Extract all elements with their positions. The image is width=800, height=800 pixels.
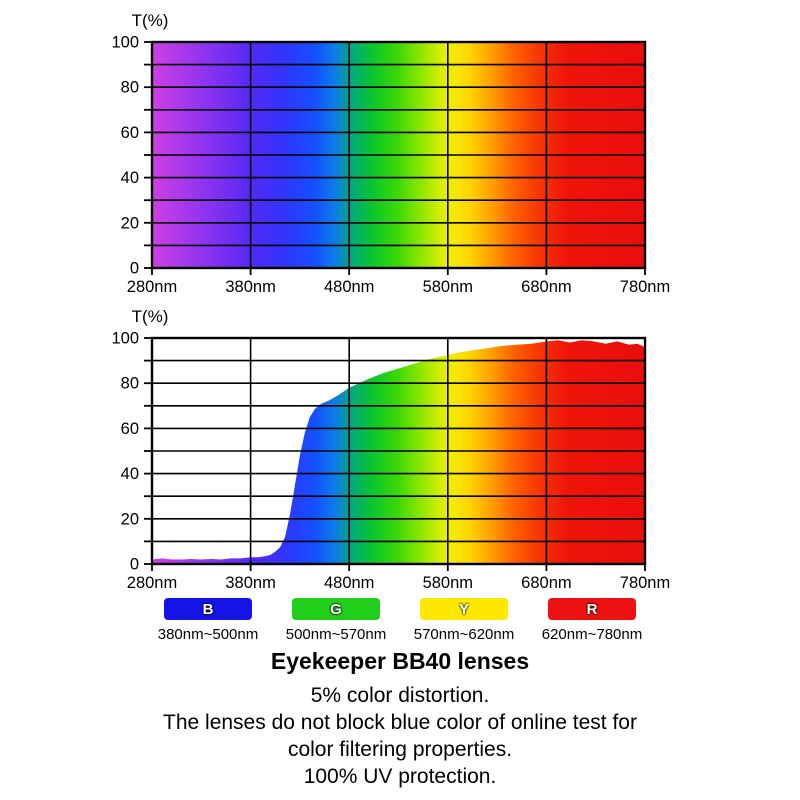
y-tick-label: 20 [121,214,139,232]
product-description: 5% color distortion. The lenses do not b… [0,682,800,790]
x-tick-label: 680nm [521,278,571,296]
x-tick-label: 480nm [324,574,374,592]
x-tick-label: 480nm [324,278,374,296]
y-tick-label: 20 [121,510,139,528]
legend-range-b: 380nm~500nm [157,626,259,643]
transmission-chart-reference: 0 20 40 60 80 100 280nm 380nm 480nm 580nm 680nm 780… [111,11,670,296]
legend-swatch-r: R [548,598,636,620]
legend-item-blue: B 380nm~500nm [151,598,265,643]
x-tick-label: 280nm [127,574,177,592]
legend-item-green: G 500nm~570nm [279,598,393,643]
y-tick-label: 40 [121,465,139,483]
y-tick-label: 80 [121,79,139,97]
legend-range-y: 570nm~620nm [413,626,515,643]
y-axis-title: T(%) [132,11,169,30]
y-tick-label: 60 [121,124,139,142]
y-tick-label: 100 [111,34,139,52]
y-tick-label: 0 [130,260,139,278]
x-tick-label: 580nm [423,574,473,592]
y-tick-label: 60 [121,420,139,438]
description-line-1: 5% color distortion. [310,684,490,707]
legend-range-g: 500nm~570nm [285,626,387,643]
legend-item-red: R 620nm~780nm [535,598,649,643]
description-line-3: color filtering properties. [287,738,513,761]
x-tick-label: 580nm [423,278,473,296]
description-line-2: The lenses do not block blue color of on… [163,711,637,734]
x-tick-label: 780nm [620,278,670,296]
x-tick-label: 680nm [521,574,571,592]
transmission-chart-bb40: 0 20 40 60 80 100 280nm 380nm 480nm 580nm 680nm 780… [111,307,670,592]
spectrum-area [152,340,645,564]
x-tick-label: 280nm [127,278,177,296]
legend-swatch-g: G [292,598,380,620]
legend-range-r: 620nm~780nm [541,626,643,643]
legend-swatch-b: B [164,598,252,620]
x-tick-label: 780nm [620,574,670,592]
y-tick-label: 40 [121,169,139,187]
spectrum-legend: B 380nm~500nm G 500nm~570nm Y 570nm~620n… [0,598,800,643]
y-tick-label: 0 [130,556,139,574]
x-tick-label: 380nm [225,574,275,592]
y-tick-label: 100 [111,330,139,348]
y-tick-label: 80 [121,375,139,393]
legend-swatch-y: Y [420,598,508,620]
y-axis-title: T(%) [132,307,169,326]
product-title: Eyekeeper BB40 lenses [270,648,530,674]
x-tick-label: 380nm [225,278,275,296]
description-line-4: 100% UV protection. [303,765,497,788]
legend-item-yellow: Y 570nm~620nm [407,598,521,643]
